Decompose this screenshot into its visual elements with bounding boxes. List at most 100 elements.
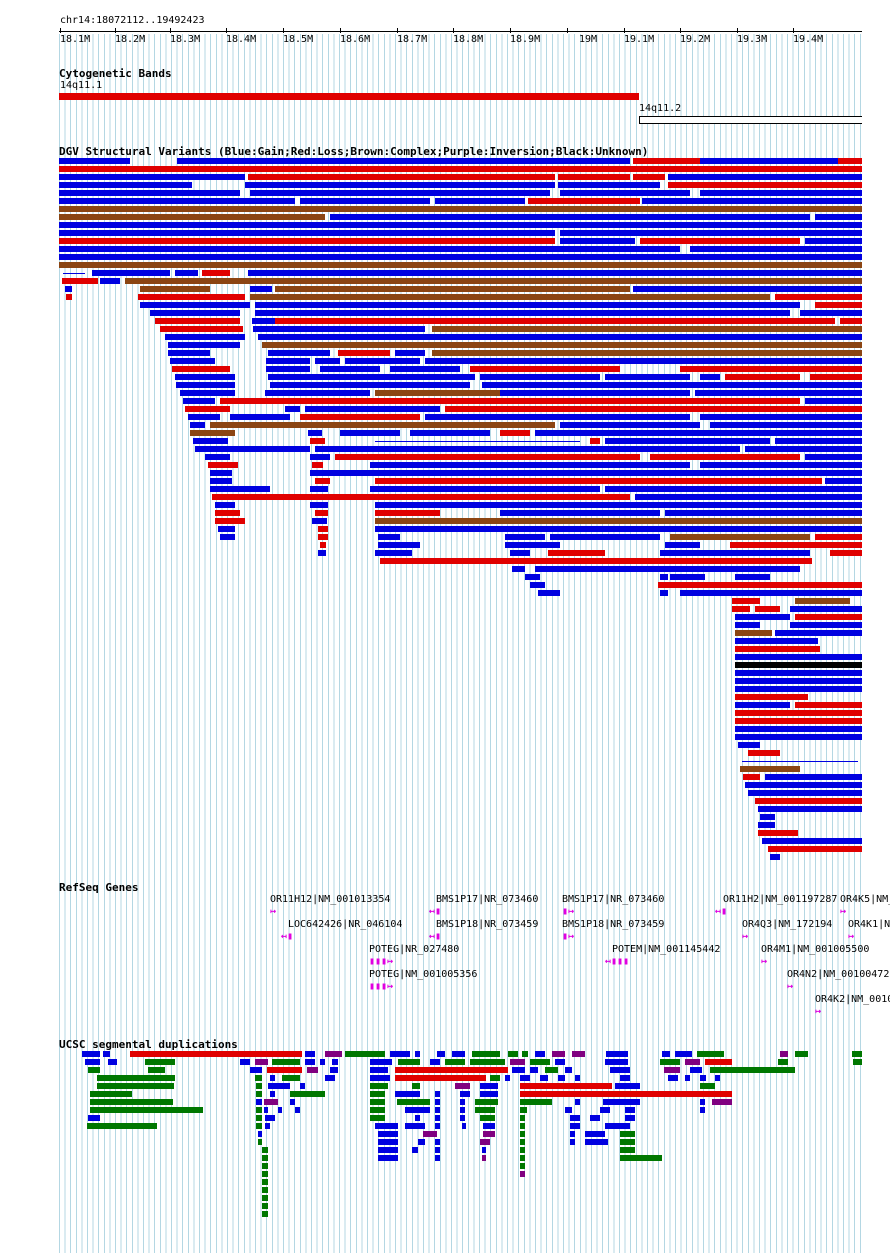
segdup-feature[interactable] — [437, 1051, 445, 1057]
segdup-feature[interactable] — [405, 1123, 425, 1129]
segdup-feature[interactable] — [130, 1051, 302, 1057]
dgv-variant[interactable] — [790, 622, 862, 628]
dgv-variant[interactable] — [320, 366, 380, 372]
dgv-variant[interactable] — [59, 190, 240, 196]
dgv-variant[interactable] — [550, 534, 660, 540]
segdup-feature[interactable] — [483, 1131, 495, 1137]
dgv-variant[interactable] — [700, 414, 862, 420]
gene-glyph[interactable]: ↦ — [787, 981, 794, 992]
segdup-feature[interactable] — [305, 1059, 315, 1065]
segdup-feature[interactable] — [378, 1155, 398, 1161]
segdup-feature[interactable] — [620, 1131, 635, 1137]
gene-label[interactable]: BMS1P17|NR_073460 — [562, 894, 665, 905]
dgv-variant[interactable] — [605, 374, 690, 380]
dgv-variant[interactable] — [528, 198, 640, 204]
dgv-variant-link[interactable] — [375, 441, 580, 442]
dgv-variant[interactable] — [310, 438, 325, 444]
dgv-variant[interactable] — [375, 518, 862, 524]
segdup-feature[interactable] — [262, 1211, 268, 1217]
dgv-variant[interactable] — [59, 262, 862, 268]
dgv-variant[interactable] — [138, 294, 245, 300]
segdup-feature[interactable] — [305, 1051, 315, 1057]
segdup-feature[interactable] — [520, 1131, 525, 1137]
segdup-feature[interactable] — [520, 1163, 525, 1169]
dgv-variant[interactable] — [680, 366, 862, 372]
gene-label[interactable]: LOC642426|NR_046104 — [288, 919, 403, 930]
dgv-variant[interactable] — [435, 198, 525, 204]
dgv-variant[interactable] — [155, 318, 240, 324]
dgv-variant[interactable] — [735, 646, 820, 652]
segdup-feature[interactable] — [570, 1131, 575, 1137]
dgv-variant[interactable] — [265, 390, 370, 396]
dgv-variant[interactable] — [318, 550, 326, 556]
dgv-variant[interactable] — [175, 374, 235, 380]
segdup-feature[interactable] — [460, 1099, 465, 1105]
dgv-variant[interactable] — [815, 534, 862, 540]
dgv-variant[interactable] — [840, 318, 862, 324]
dgv-variant[interactable] — [183, 398, 215, 404]
segdup-feature[interactable] — [520, 1091, 732, 1097]
dgv-variant[interactable] — [275, 318, 835, 324]
segdup-feature[interactable] — [668, 1075, 678, 1081]
gene-label[interactable]: OR4N2|NM_00100472 — [787, 969, 890, 980]
segdup-feature[interactable] — [615, 1083, 640, 1089]
dgv-variant[interactable] — [315, 478, 330, 484]
segdup-feature[interactable] — [90, 1107, 203, 1113]
dgv-variant[interactable] — [710, 422, 862, 428]
segdup-feature[interactable] — [258, 1131, 262, 1137]
dgv-variant[interactable] — [190, 430, 235, 436]
segdup-feature[interactable] — [262, 1195, 268, 1201]
dgv-variant[interactable] — [370, 486, 600, 492]
segdup-feature[interactable] — [480, 1091, 498, 1097]
segdup-feature[interactable] — [480, 1115, 495, 1121]
segdup-feature[interactable] — [510, 1059, 525, 1065]
segdup-feature[interactable] — [255, 1075, 262, 1081]
segdup-feature[interactable] — [685, 1059, 700, 1065]
dgv-variant[interactable] — [482, 382, 862, 388]
segdup-feature[interactable] — [264, 1099, 278, 1105]
segdup-feature[interactable] — [412, 1147, 418, 1153]
dgv-variant[interactable] — [250, 286, 272, 292]
dgv-variant[interactable] — [300, 198, 430, 204]
dgv-variant[interactable] — [160, 326, 243, 332]
segdup-feature[interactable] — [565, 1107, 572, 1113]
dgv-variant[interactable] — [375, 526, 862, 532]
segdup-feature[interactable] — [268, 1083, 290, 1089]
segdup-feature[interactable] — [520, 1099, 552, 1105]
segdup-feature[interactable] — [320, 1059, 325, 1065]
dgv-variant[interactable] — [320, 542, 326, 548]
segdup-feature[interactable] — [423, 1131, 437, 1137]
dgv-variant[interactable] — [560, 422, 700, 428]
segdup-feature[interactable] — [430, 1059, 440, 1065]
dgv-variant[interactable] — [410, 430, 490, 436]
segdup-feature[interactable] — [470, 1059, 505, 1065]
dgv-variant[interactable] — [210, 478, 232, 484]
gene-label[interactable]: OR11H12|NM_001013354 — [270, 894, 391, 905]
segdup-feature[interactable] — [530, 1067, 538, 1073]
dgv-variant[interactable] — [315, 510, 328, 516]
segdup-feature[interactable] — [370, 1115, 385, 1121]
dgv-variant[interactable] — [205, 454, 230, 460]
dgv-variant[interactable] — [378, 534, 400, 540]
dgv-variant[interactable] — [758, 806, 862, 812]
dgv-variant[interactable] — [680, 590, 862, 596]
segdup-feature[interactable] — [415, 1115, 420, 1121]
segdup-feature[interactable] — [472, 1051, 500, 1057]
gene-glyph[interactable]: ↦ — [848, 931, 855, 942]
dgv-variant[interactable] — [375, 502, 862, 508]
segdup-feature[interactable] — [675, 1051, 692, 1057]
dgv-variant[interactable] — [370, 462, 690, 468]
dgv-variant[interactable] — [215, 518, 245, 524]
segdup-feature[interactable] — [520, 1147, 525, 1153]
dgv-variant[interactable] — [735, 662, 862, 668]
dgv-variant[interactable] — [315, 358, 340, 364]
gene-label[interactable]: BMS1P17|NR_073460 — [436, 894, 539, 905]
segdup-feature[interactable] — [390, 1051, 410, 1057]
gene-label[interactable]: OR4M1|NM_001005500 — [761, 944, 870, 955]
segdup-feature[interactable] — [148, 1067, 165, 1073]
dgv-variant[interactable] — [59, 182, 192, 188]
dgv-variant[interactable] — [538, 590, 560, 596]
segdup-feature[interactable] — [265, 1115, 275, 1121]
segdup-feature[interactable] — [370, 1067, 388, 1073]
dgv-variant[interactable] — [255, 302, 800, 308]
